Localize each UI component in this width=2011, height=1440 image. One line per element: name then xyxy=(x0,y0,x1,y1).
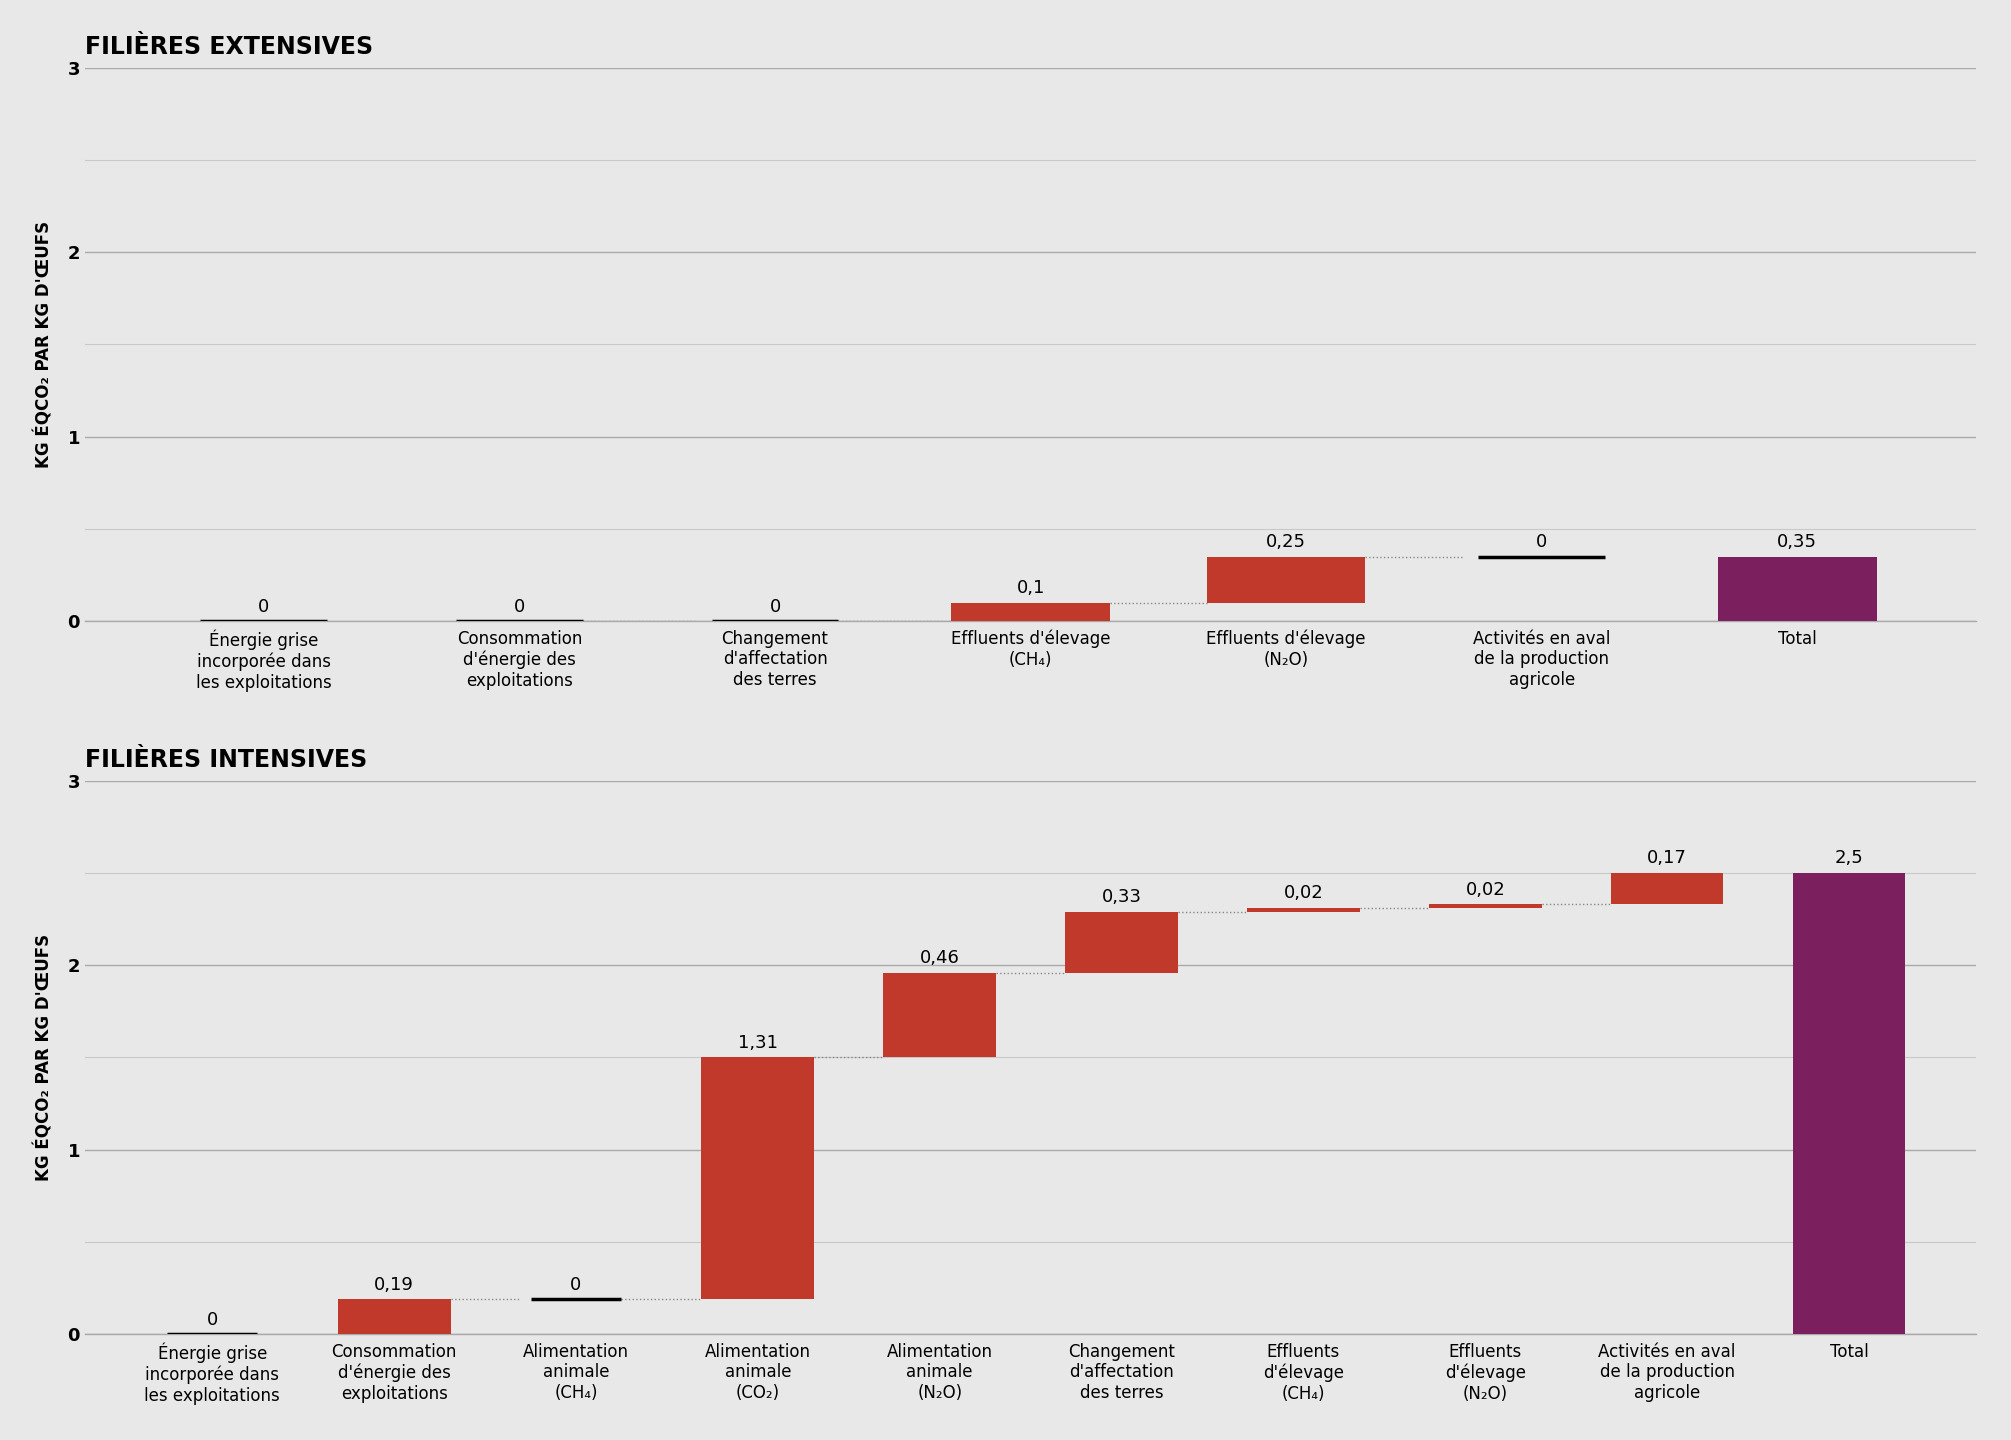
Text: 0: 0 xyxy=(515,598,525,616)
Bar xyxy=(702,1057,814,1299)
Text: 0,19: 0,19 xyxy=(374,1276,414,1293)
Bar xyxy=(1207,557,1365,603)
Text: 0: 0 xyxy=(1536,533,1546,552)
Text: 0,35: 0,35 xyxy=(1778,533,1818,552)
Y-axis label: KG ÉQCO₂ PAR KG D'ŒUFS: KG ÉQCO₂ PAR KG D'ŒUFS xyxy=(34,935,54,1181)
Bar xyxy=(1430,904,1542,909)
Text: 0,1: 0,1 xyxy=(1016,579,1046,598)
Bar xyxy=(951,603,1110,621)
Bar xyxy=(1611,873,1723,904)
Text: FILIÈRES INTENSIVES: FILIÈRES INTENSIVES xyxy=(84,747,368,772)
Bar xyxy=(1247,909,1359,912)
Text: 0: 0 xyxy=(207,1310,217,1329)
Text: 1,31: 1,31 xyxy=(738,1034,778,1051)
Bar xyxy=(1792,873,1904,1335)
Bar xyxy=(1717,557,1876,621)
Text: 0,33: 0,33 xyxy=(1102,888,1142,906)
Text: 0: 0 xyxy=(571,1276,581,1293)
Bar xyxy=(338,1299,450,1335)
Text: 0: 0 xyxy=(257,598,269,616)
Bar xyxy=(1066,912,1178,972)
Text: 0: 0 xyxy=(770,598,780,616)
Text: 0,02: 0,02 xyxy=(1283,884,1323,903)
Text: 0,17: 0,17 xyxy=(1647,850,1687,867)
Text: FILIÈRES EXTENSIVES: FILIÈRES EXTENSIVES xyxy=(84,35,374,59)
Text: 2,5: 2,5 xyxy=(1834,850,1864,867)
Text: 0,46: 0,46 xyxy=(919,949,959,968)
Text: 0,25: 0,25 xyxy=(1267,533,1307,552)
Bar xyxy=(883,972,995,1057)
Y-axis label: KG ÉQCO₂ PAR KG D'ŒUFS: KG ÉQCO₂ PAR KG D'ŒUFS xyxy=(34,220,54,468)
Text: 0,02: 0,02 xyxy=(1466,881,1504,899)
